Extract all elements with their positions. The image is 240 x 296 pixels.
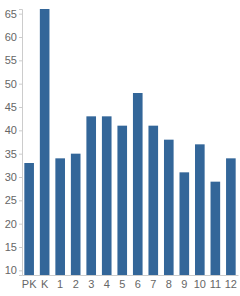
x-tick: 4 <box>104 275 110 290</box>
x-tick: 3 <box>88 275 94 290</box>
y-tick: 35 <box>5 148 22 160</box>
y-tick-label: 45 <box>5 101 17 113</box>
x-tick: 7 <box>150 275 156 290</box>
plot: 101520253035404550556065PKK1234567891011… <box>5 8 239 290</box>
y-tick-label: 35 <box>5 148 17 160</box>
x-tick-label: 10 <box>194 278 206 290</box>
y-tick-mark <box>19 224 22 225</box>
bar <box>226 158 236 275</box>
y-tick-label: 20 <box>5 218 17 230</box>
bar <box>86 116 96 275</box>
x-tick-label: 7 <box>150 278 156 290</box>
y-axis-line <box>19 10 23 276</box>
y-tick: 45 <box>5 101 22 113</box>
y-tick: 30 <box>5 171 22 183</box>
x-tick-label: 1 <box>57 278 63 290</box>
x-tick-label: 11 <box>210 278 221 290</box>
x-tick: 11 <box>210 275 221 290</box>
bars <box>24 9 235 275</box>
y-tick: 20 <box>5 218 22 230</box>
x-tick: 12 <box>225 275 237 290</box>
y-tick-label: 30 <box>5 171 17 183</box>
y-tick-label: 65 <box>5 8 17 20</box>
bar <box>148 126 158 275</box>
y-tick: 15 <box>5 241 22 253</box>
bar <box>180 172 190 275</box>
x-tick: 9 <box>181 275 187 290</box>
x-tick-label: 3 <box>88 278 94 290</box>
x-tick-label: 5 <box>119 278 125 290</box>
x-tick: 10 <box>194 275 206 290</box>
y-tick: 25 <box>5 194 22 206</box>
y-tick-mark <box>19 60 22 61</box>
bar <box>164 140 174 275</box>
x-tick-label: 2 <box>73 278 79 290</box>
y-tick-mark <box>19 14 22 15</box>
bar <box>55 158 65 275</box>
y-tick-label: 55 <box>5 54 17 66</box>
y-axis: 10 15 20 25 30 35 40 45 50 55 60 65 <box>5 8 23 277</box>
bar <box>117 126 127 275</box>
bar <box>195 144 205 275</box>
x-tick: PK <box>22 275 37 290</box>
x-tick: 2 <box>73 275 79 290</box>
y-tick-label: 50 <box>5 78 17 90</box>
x-tick-label: 9 <box>181 278 187 290</box>
y-tick: 10 <box>5 264 22 276</box>
x-tick-label: 4 <box>104 278 110 290</box>
bar <box>24 163 34 275</box>
y-tick-mark <box>19 84 22 85</box>
y-tick: 65 <box>5 8 22 20</box>
y-tick-label: 25 <box>5 194 17 206</box>
y-tick-label: 15 <box>5 241 17 253</box>
x-tick: 6 <box>135 275 141 290</box>
y-tick-label: 60 <box>5 31 17 43</box>
y-tick-mark <box>19 177 22 178</box>
x-tick-label: K <box>41 278 49 290</box>
y-tick-label: 40 <box>5 124 17 136</box>
y-tick-mark <box>19 247 22 248</box>
x-tick: K <box>41 275 49 290</box>
y-tick-mark <box>19 107 22 108</box>
bar <box>71 154 81 275</box>
bar <box>40 9 50 275</box>
x-tick-label: 8 <box>166 278 172 290</box>
x-tick-label: PK <box>22 278 37 290</box>
y-tick-mark <box>19 200 22 201</box>
x-tick: 5 <box>119 275 125 290</box>
bar <box>211 182 221 275</box>
y-tick-label: 10 <box>5 264 17 276</box>
x-tick-label: 6 <box>135 278 141 290</box>
x-tick-label: 12 <box>225 278 237 290</box>
chart: 101520253035404550556065PKK1234567891011… <box>0 0 240 296</box>
y-tick: 60 <box>5 31 22 43</box>
x-axis: PKK123456789101112 <box>22 275 239 290</box>
y-tick-mark <box>19 154 22 155</box>
y-tick: 55 <box>5 54 22 66</box>
x-tick: 8 <box>166 275 172 290</box>
y-tick-mark <box>19 37 22 38</box>
y-tick: 50 <box>5 78 22 90</box>
y-tick: 40 <box>5 124 22 136</box>
x-tick: 1 <box>57 275 63 290</box>
bar <box>102 116 112 275</box>
x-axis-line <box>23 275 239 276</box>
bar <box>133 93 143 275</box>
y-tick-mark <box>19 130 22 131</box>
y-tick-mark <box>19 270 22 271</box>
